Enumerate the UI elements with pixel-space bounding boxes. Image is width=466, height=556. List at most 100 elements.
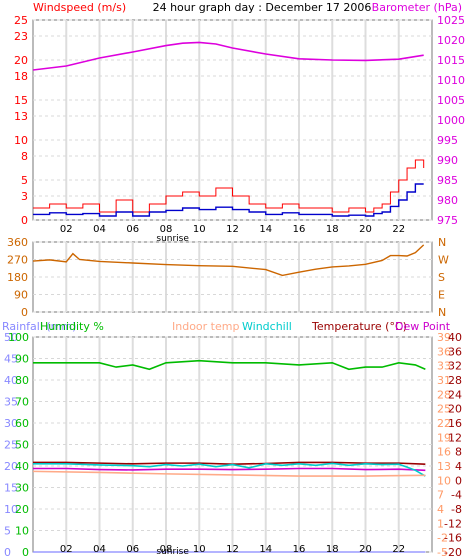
temp-tick-label-b: 36 [448, 345, 462, 358]
temp-tick-label-a: 39 [437, 331, 451, 344]
compass-tick-label: S [438, 271, 445, 284]
x-tick-label: 04 [93, 544, 106, 555]
windspeed-tick-label: 18 [14, 70, 28, 83]
windspeed-tick-label: 25 [14, 14, 28, 27]
humidity-tick-label: 60 [15, 417, 29, 430]
x-tick-label: 12 [226, 224, 239, 235]
windspeed-tick-label: 13 [14, 110, 28, 123]
rainfall-tick-label: 10 [4, 503, 18, 516]
compass-tick-label: N [438, 306, 446, 319]
humidity-tick-label: 10 [15, 525, 29, 538]
direction-tick-label: 180 [7, 271, 28, 284]
x-tick-label: 08 [160, 544, 173, 555]
humidity-tick-label: 50 [15, 439, 29, 452]
series-line-indoortemp [32, 470, 426, 477]
x-tick-label: 06 [126, 224, 139, 235]
humidity-tick-label: 90 [15, 353, 29, 366]
x-tick-label: 02 [60, 544, 73, 555]
temp-tick-label-b: -12 [444, 517, 462, 530]
temp-tick-label-b: -4 [451, 489, 462, 502]
direction-line [32, 244, 425, 277]
humidity-tick-label: 40 [15, 460, 29, 473]
direction-tick-label: 270 [7, 254, 28, 267]
temp-tick-label-a: 28 [437, 388, 451, 401]
compass-tick-label: E [438, 289, 445, 302]
x-tick-label: 18 [326, 224, 339, 235]
barometer-tick-label: 1010 [437, 74, 465, 87]
barometer-line [32, 41, 424, 71]
humidity-tick-label: 0 [22, 546, 29, 556]
temp-tick-label-a: -5 [437, 546, 448, 556]
windspeed-tick-label: 5 [21, 174, 28, 187]
x-tick-label: 18 [326, 544, 339, 555]
barometer-tick-label: 1005 [437, 94, 465, 107]
rainfall-tick-label: 15 [4, 482, 18, 495]
x-tick-label: 02 [60, 224, 73, 235]
x-tick-label: 10 [193, 224, 206, 235]
humidity-tick-label: 100 [8, 331, 29, 344]
x-tick-label: 10 [193, 544, 206, 555]
temp-tick-label-a: 4 [437, 503, 444, 516]
windspeed-axis-title: Windspeed (m/s) [33, 1, 126, 14]
x-tick-label: 20 [359, 224, 372, 235]
x-tick-label: 22 [392, 544, 405, 555]
compass-tick-label: W [438, 254, 449, 267]
rainfall-tick-label: 5 [4, 525, 11, 538]
temp-tick-label-a: 7 [437, 489, 444, 502]
sunrise-label: sunrise [156, 547, 189, 556]
legend-label: Windchill [242, 320, 292, 333]
temp-tick-label-b: -16 [444, 532, 462, 545]
temp-tick-label-b: -20 [444, 546, 462, 556]
humidity-tick-label: 20 [15, 503, 29, 516]
temp-tick-label-a: 22 [437, 417, 451, 430]
windspeed-line [33, 183, 424, 217]
windspeed-tick-label: 20 [14, 54, 28, 67]
temp-tick-label-a: 16 [437, 446, 451, 459]
humidity-tick-label: 30 [15, 482, 29, 495]
x-tick-label: 20 [359, 544, 372, 555]
x-tick-label: 04 [93, 224, 106, 235]
rainfall-tick-label: 20 [4, 460, 18, 473]
x-tick-label: 06 [126, 544, 139, 555]
barometer-tick-label: 975 [437, 214, 458, 227]
legend-label: Rainfall (mm) [2, 320, 76, 333]
rainfall-tick-label: 25 [4, 439, 18, 452]
legend-label: Indoor temp [172, 320, 239, 333]
barometer-tick-label: 995 [437, 134, 458, 147]
chart-title: 24 hour graph day : December 17 2006 [153, 1, 372, 14]
x-tick-label: 14 [259, 224, 272, 235]
temp-tick-label-b: 28 [448, 374, 462, 387]
legend-label: Humidity % [40, 320, 104, 333]
rainfall-tick-label: 0 [4, 546, 11, 556]
legend-label: Dew Point [395, 320, 451, 333]
barometer-tick-label: 1015 [437, 54, 465, 67]
x-tick-label: 14 [259, 544, 272, 555]
direction-tick-label: 90 [14, 289, 28, 302]
x-tick-label: 08 [160, 224, 173, 235]
gust-line [33, 159, 425, 213]
temp-tick-label-a: 36 [437, 345, 451, 358]
temp-tick-label-a: 31 [437, 374, 451, 387]
series-line-windchill [33, 462, 426, 477]
windspeed-tick-label: 10 [14, 134, 28, 147]
direction-tick-label: 360 [7, 236, 28, 249]
windspeed-tick-label: 0 [21, 214, 28, 227]
barometer-tick-label: 1000 [437, 114, 465, 127]
windspeed-tick-label: 8 [21, 150, 28, 163]
temp-tick-label-a: 10 [437, 474, 451, 487]
rainfall-tick-label: 40 [4, 374, 18, 387]
direction-tick-label: 0 [21, 306, 28, 319]
barometer-tick-label: 1025 [437, 14, 465, 27]
temp-tick-label-a: 13 [437, 460, 451, 473]
compass-tick-label: N [438, 236, 446, 249]
rainfall-tick-label: 45 [4, 353, 18, 366]
series-line-dewpoint [33, 467, 426, 472]
temp-tick-label-b: 32 [448, 360, 462, 373]
temp-tick-label-b: 4 [455, 460, 462, 473]
temp-tick-label-a: 19 [437, 431, 451, 444]
barometer-axis-title: Barometer (hPa) [372, 1, 462, 14]
temp-tick-label-b: 8 [455, 446, 462, 459]
windspeed-tick-label: 15 [14, 94, 28, 107]
barometer-tick-label: 980 [437, 194, 458, 207]
